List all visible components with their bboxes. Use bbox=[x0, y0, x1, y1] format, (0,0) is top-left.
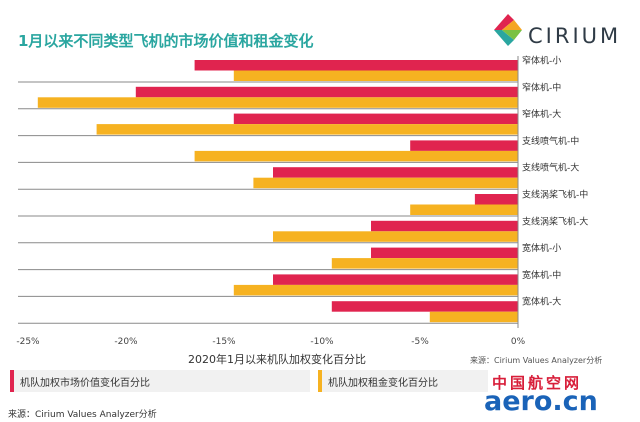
bar-lease-rate-2 bbox=[96, 124, 518, 135]
x-tick-label: -15% bbox=[212, 337, 236, 347]
bar-chart: 窄体机-小窄体机-中窄体机-大支线喷气机-中支线喷气机-大支线涡桨飞机-中支线涡… bbox=[16, 55, 588, 348]
legend: 机队加权市场价值变化百分比 机队加权租金变化百分比 bbox=[10, 370, 630, 392]
category-label: 窄体机-大 bbox=[522, 108, 561, 120]
category-label: 窄体机-中 bbox=[522, 81, 561, 93]
category-label: 宽体机-小 bbox=[522, 242, 561, 254]
x-tick-label: -25% bbox=[16, 337, 40, 347]
bar-market-value-4 bbox=[273, 167, 518, 178]
bar-lease-rate-6 bbox=[273, 231, 518, 242]
bar-market-value-0 bbox=[194, 60, 518, 71]
bar-lease-rate-1 bbox=[37, 97, 519, 108]
bar-lease-rate-9 bbox=[429, 311, 518, 323]
legend-label-market-value: 机队加权市场价值变化百分比 bbox=[20, 378, 150, 389]
source-note-chart: 来源：Cirium Values Analyzer分析 bbox=[470, 356, 603, 365]
chart-title: 1月以来不同类型飞机的市场价值和租金变化 bbox=[18, 32, 314, 50]
legend-item-market-value: 机队加权市场价值变化百分比 bbox=[10, 370, 310, 392]
bar-lease-rate-4 bbox=[253, 177, 518, 189]
legend-swatch-market-value bbox=[10, 370, 14, 392]
bar-market-value-5 bbox=[474, 194, 518, 205]
legend-swatch-lease-rate bbox=[318, 370, 322, 392]
category-label: 宽体机-中 bbox=[522, 269, 561, 281]
cirium-logo: CIRIUM bbox=[488, 10, 628, 50]
bar-lease-rate-5 bbox=[410, 204, 518, 215]
bar-lease-rate-3 bbox=[194, 150, 518, 162]
watermark-en: aero.cn bbox=[484, 386, 598, 417]
bar-market-value-1 bbox=[135, 86, 519, 98]
bar-market-value-2 bbox=[233, 113, 519, 125]
bar-market-value-7 bbox=[371, 247, 518, 259]
x-axis-label: 2020年1月以来机队加权变化百分比 bbox=[188, 353, 366, 366]
bar-market-value-3 bbox=[410, 140, 518, 151]
category-label: 支线喷气机-中 bbox=[522, 135, 579, 147]
bar-market-value-9 bbox=[331, 301, 518, 312]
bar-lease-rate-8 bbox=[233, 284, 519, 296]
category-label: 宽体机-大 bbox=[522, 296, 561, 308]
x-tick-label: -20% bbox=[114, 337, 138, 347]
bar-lease-rate-0 bbox=[233, 70, 519, 81]
x-tick-label: 0% bbox=[511, 337, 526, 347]
watermark-cn: 中国航空网 bbox=[492, 374, 583, 392]
category-label: 支线涡桨飞机-中 bbox=[522, 189, 588, 201]
category-label: 窄体机-小 bbox=[522, 55, 561, 67]
legend-label-lease-rate: 机队加权租金变化百分比 bbox=[328, 378, 438, 389]
aero-cn-watermark: 中国航空网 aero.cn bbox=[480, 372, 635, 418]
bar-market-value-6 bbox=[371, 220, 518, 232]
category-label: 支线喷气机-大 bbox=[522, 162, 579, 174]
cirium-logo-icon bbox=[494, 14, 522, 46]
bar-lease-rate-7 bbox=[331, 258, 518, 269]
cirium-logo-text: CIRIUM bbox=[528, 24, 622, 48]
x-tick-label: -10% bbox=[310, 337, 334, 347]
legend-item-lease-rate: 机队加权租金变化百分比 bbox=[318, 370, 488, 392]
category-label: 支线涡桨飞机-大 bbox=[522, 215, 588, 227]
x-tick-label: -5% bbox=[411, 337, 429, 347]
source-note-bottom: 来源：Cirium Values Analyzer分析 bbox=[8, 410, 157, 420]
bar-market-value-8 bbox=[273, 274, 518, 285]
